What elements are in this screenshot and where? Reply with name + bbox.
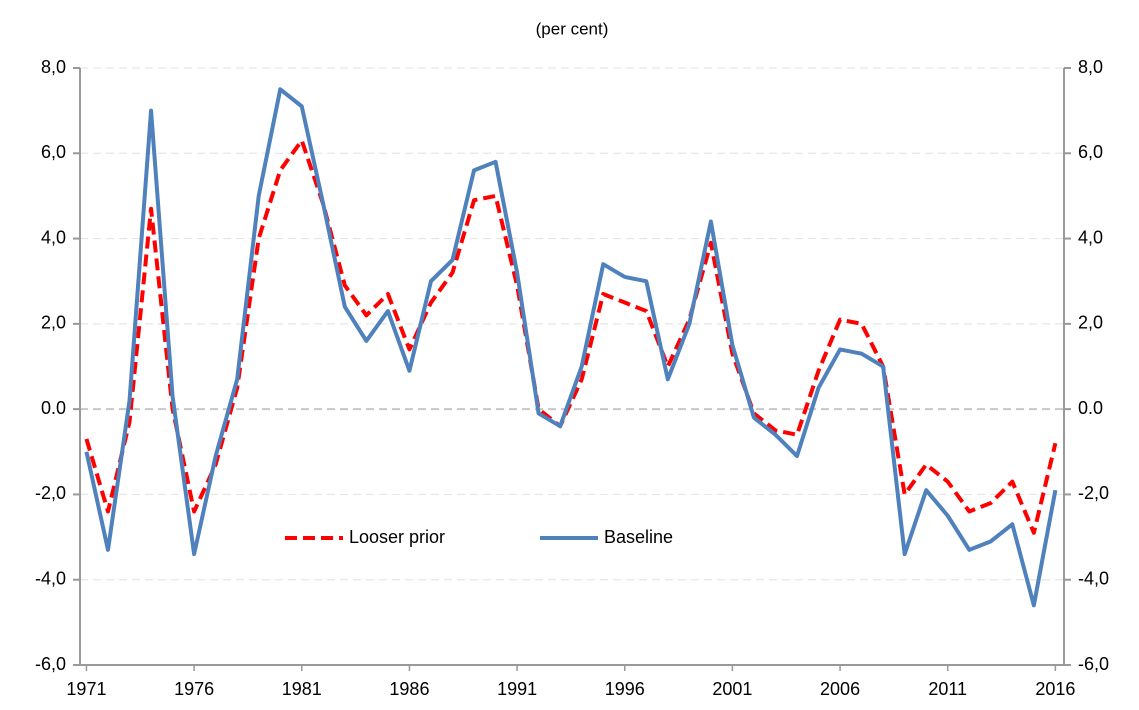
x-tick-label: 1976 (174, 679, 214, 699)
y2-tick-label: -4,0 (1078, 568, 1109, 588)
legend-label: Baseline (604, 527, 673, 547)
x-tick-label: 1996 (605, 679, 645, 699)
x-tick-label: 2011 (928, 679, 967, 699)
y-tick-label: 6,0 (41, 142, 66, 162)
y-tick-label: 0.0 (41, 398, 66, 418)
chart-title: (per cent) (536, 19, 609, 38)
y-tick-label: 4,0 (41, 227, 66, 247)
series-line (84, 87, 1058, 608)
y-tick-label: 2,0 (41, 313, 66, 333)
y2-tick-label: -6,0 (1078, 654, 1109, 674)
x-tick-label: 1971 (66, 679, 106, 699)
x-tick-label: 2006 (820, 679, 860, 699)
y2-tick-label: 4,0 (1078, 227, 1103, 247)
y2-tick-label: 8,0 (1078, 57, 1103, 77)
legend-label: Looser prior (349, 527, 445, 547)
y2-tick-label: 0.0 (1078, 398, 1103, 418)
y-tick-label: -2,0 (35, 483, 66, 503)
x-tick-label: 1981 (282, 679, 322, 699)
x-tick-label: 2016 (1035, 679, 1075, 699)
y-tick-label: -6,0 (35, 654, 66, 674)
y2-tick-label: -2,0 (1078, 483, 1109, 503)
x-tick-label: 2001 (712, 679, 752, 699)
x-tick-label: 1991 (497, 679, 537, 699)
y2-tick-label: 6,0 (1078, 142, 1103, 162)
y-tick-label: 8,0 (41, 57, 66, 77)
series-line (84, 138, 1058, 535)
y2-tick-label: 2,0 (1078, 313, 1103, 333)
y-tick-label: -4,0 (35, 568, 66, 588)
x-tick-label: 1986 (389, 679, 429, 699)
